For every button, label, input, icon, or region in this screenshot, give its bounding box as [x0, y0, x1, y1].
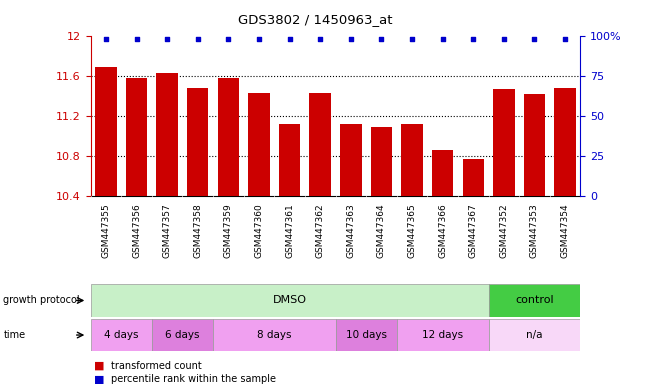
Point: [499, 36, 509, 42]
Bar: [309, 93, 331, 196]
Bar: [488, 319, 580, 351]
Text: percentile rank within the sample: percentile rank within the sample: [111, 374, 276, 384]
Bar: [152, 319, 213, 351]
Point: [285, 36, 295, 42]
Text: n/a: n/a: [526, 330, 543, 340]
Text: 12 days: 12 days: [422, 330, 463, 340]
Text: GSM447363: GSM447363: [346, 203, 356, 258]
Point: [529, 36, 540, 42]
Point: [254, 36, 264, 42]
Text: ■: ■: [94, 374, 105, 384]
Point: [193, 36, 203, 42]
Bar: [336, 319, 397, 351]
Bar: [554, 88, 576, 196]
Point: [131, 36, 142, 42]
Bar: [493, 89, 515, 196]
Bar: [340, 124, 362, 196]
Bar: [91, 319, 152, 351]
Text: 4 days: 4 days: [104, 330, 138, 340]
Text: 6 days: 6 days: [165, 330, 200, 340]
Bar: [187, 88, 209, 196]
Bar: [91, 284, 488, 317]
Text: control: control: [515, 295, 554, 306]
Point: [407, 36, 417, 42]
Text: GSM447365: GSM447365: [407, 203, 417, 258]
Text: time: time: [3, 330, 25, 340]
Bar: [156, 73, 178, 196]
Text: GSM447361: GSM447361: [285, 203, 294, 258]
Text: 8 days: 8 days: [257, 330, 291, 340]
Point: [437, 36, 448, 42]
Text: GSM447353: GSM447353: [530, 203, 539, 258]
Text: GSM447367: GSM447367: [469, 203, 478, 258]
Bar: [217, 78, 239, 196]
Bar: [213, 319, 336, 351]
Bar: [125, 78, 147, 196]
Text: DMSO: DMSO: [272, 295, 307, 306]
Point: [468, 36, 478, 42]
Text: GSM447366: GSM447366: [438, 203, 447, 258]
Text: GSM447356: GSM447356: [132, 203, 141, 258]
Point: [223, 36, 234, 42]
Text: GSM447360: GSM447360: [254, 203, 264, 258]
Text: GSM447364: GSM447364: [377, 203, 386, 258]
Text: 10 days: 10 days: [346, 330, 386, 340]
Point: [376, 36, 386, 42]
Text: growth protocol: growth protocol: [3, 295, 80, 306]
Point: [162, 36, 172, 42]
Text: GSM447358: GSM447358: [193, 203, 202, 258]
Bar: [462, 159, 484, 196]
Text: transformed count: transformed count: [111, 361, 201, 371]
Point: [560, 36, 570, 42]
Text: GSM447357: GSM447357: [162, 203, 172, 258]
Bar: [524, 94, 546, 196]
Bar: [248, 93, 270, 196]
Bar: [401, 124, 423, 196]
Bar: [397, 319, 488, 351]
Text: ■: ■: [94, 361, 105, 371]
Text: GDS3802 / 1450963_at: GDS3802 / 1450963_at: [238, 13, 393, 26]
Bar: [95, 67, 117, 196]
Bar: [370, 127, 392, 196]
Bar: [279, 124, 301, 196]
Bar: [488, 284, 580, 317]
Point: [315, 36, 325, 42]
Text: GSM447362: GSM447362: [315, 203, 325, 258]
Text: GSM447359: GSM447359: [224, 203, 233, 258]
Text: GSM447354: GSM447354: [560, 203, 570, 258]
Point: [346, 36, 356, 42]
Point: [101, 36, 111, 42]
Text: GSM447355: GSM447355: [101, 203, 111, 258]
Bar: [432, 150, 454, 196]
Text: GSM447352: GSM447352: [499, 203, 509, 258]
